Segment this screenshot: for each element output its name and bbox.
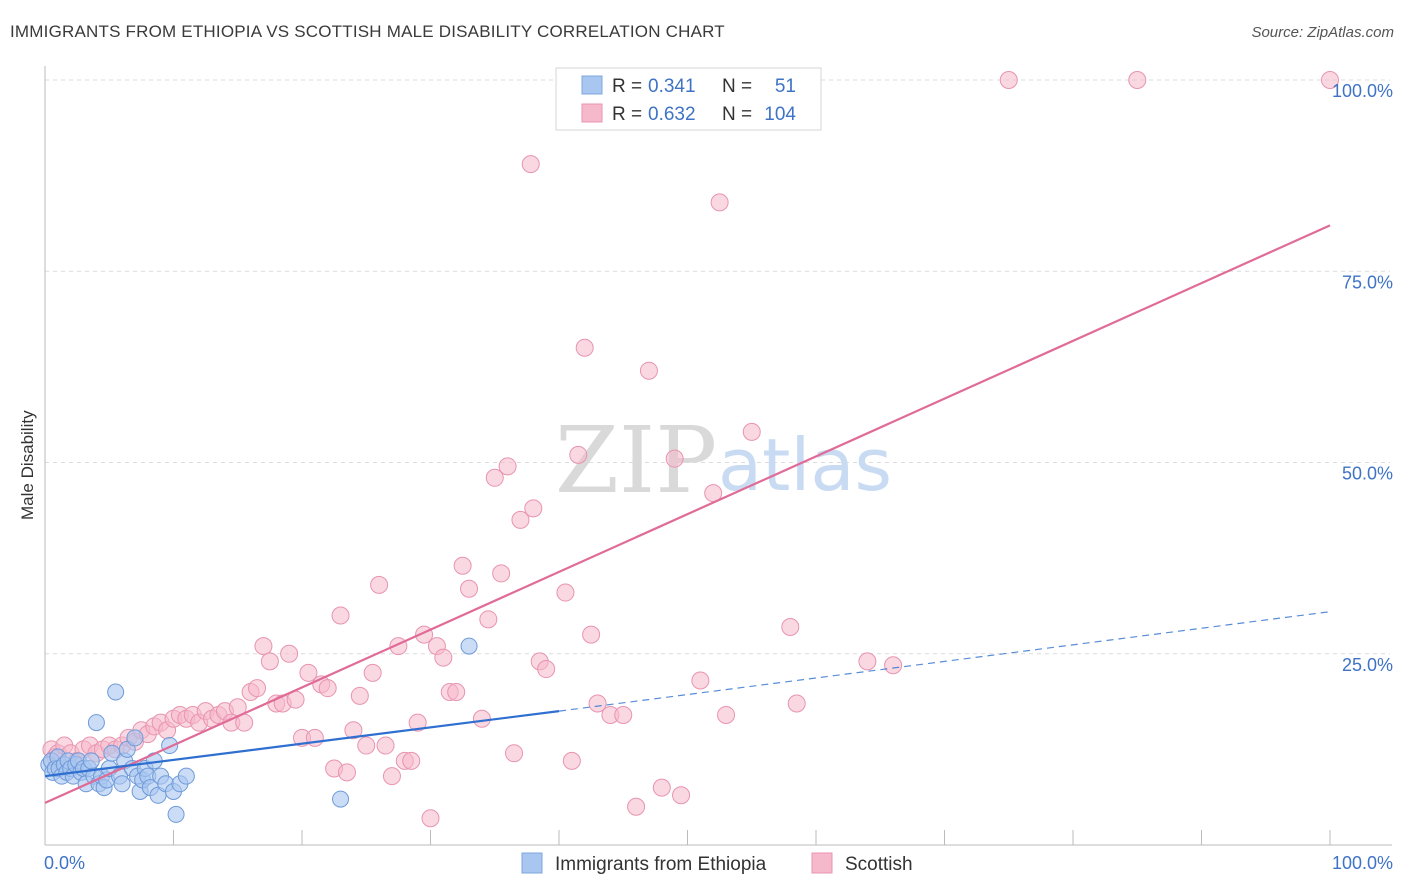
y-tick-label-0: 25.0% [1342,655,1393,675]
stats-swatch-scottish [581,103,603,123]
ethiopia-point [113,775,131,793]
x-tick-label-0: 0.0% [44,853,85,873]
scottish-point [434,648,453,667]
scottish-point [254,637,273,656]
scottish-point [344,721,363,740]
scottish-point [376,736,395,755]
ethiopia-point [82,752,100,770]
scottish-point [248,679,267,698]
scottish-point [614,705,633,724]
scottish-point [652,778,671,797]
source-label: Source: ZipAtlas.com [1251,24,1394,41]
scottish-point [402,751,421,770]
grid [45,79,1390,655]
scottish-point [999,71,1018,89]
ethiopia-point [126,729,144,747]
legend-swatch-scottish [811,852,833,874]
scottish-point [363,663,382,682]
scottish-point [627,797,646,816]
scottish-point [569,445,588,464]
x-tick-label-1: 100.0% [1332,853,1393,873]
scottish-point [453,556,472,575]
stats-n-value-2: 104 [764,104,796,125]
scottish-point [858,652,877,671]
stats-n-label-1: N = [722,76,752,97]
ethiopia-point [167,805,185,823]
scottish-point [717,705,736,724]
ethiopia-trend-line [44,710,560,778]
legend-swatch-ethiopia [521,852,543,874]
scottish-point [280,644,299,663]
scottish-point [665,449,684,468]
scottish-point [299,663,318,682]
scottish-point [421,809,440,828]
scottish-point [787,694,806,713]
scottish-point [447,683,466,701]
scottish-point [582,625,601,644]
scottish-point [588,694,607,713]
scottish-point [382,767,401,786]
y-tick-label-3: 100.0% [1332,81,1393,101]
scottish-point [260,652,279,671]
stats-r-label-1: R = [612,76,642,97]
stats-legend: R = 0.341 N = 51 R = 0.632 N = 104 [555,67,822,131]
tick-labels: 0.0% 100.0% 25.0% 50.0% 75.0% 100.0% [44,81,1393,873]
scottish-point [537,660,556,679]
scottish-point [521,155,540,174]
ethiopia-point [332,790,350,808]
scottish-point [357,736,376,755]
scottish-point [511,510,530,529]
ethiopia-points [40,637,478,823]
scottish-point [505,744,524,763]
series-legend: Immigrants from Ethiopia Scottish [521,852,913,875]
scottish-point [485,468,504,487]
scottish-point [408,713,427,732]
stats-r-value-1: 0.341 [648,76,696,97]
ethiopia-point [107,683,125,701]
scottish-point [672,786,691,805]
scottish-point [1321,71,1339,89]
chart-title: IMMIGRANTS FROM ETHIOPIA VS SCOTTISH MAL… [10,22,725,41]
scottish-point [472,709,491,728]
scottish-point [498,457,517,476]
y-tick-label-2: 75.0% [1342,272,1393,292]
stats-r-value-2: 0.632 [648,104,696,125]
stats-n-value-1: 51 [775,76,796,97]
legend-label-scottish: Scottish [845,854,913,875]
scottish-point [318,679,337,698]
scottish-point [884,656,903,675]
scottish-point [492,564,511,583]
scottish-point [710,193,729,212]
scottish-point [479,610,498,629]
ethiopia-point [177,767,195,785]
scottish-point [350,686,369,705]
y-tick-label-1: 50.0% [1342,464,1393,484]
scottish-point [1128,71,1147,89]
scottish-trend-line [44,224,1331,804]
scottish-point [575,338,594,357]
scottish-point [556,583,575,602]
trend-lines [44,224,1331,804]
legend-label-ethiopia: Immigrants from Ethiopia [555,854,767,875]
scottish-point [691,671,710,690]
stats-r-label-2: R = [612,104,642,125]
ethiopia-point [460,637,478,655]
scottish-point [562,751,581,770]
stats-n-label-2: N = [722,104,752,125]
scottish-point [331,606,350,625]
watermark: ZIP atlas [555,407,892,514]
ethiopia-point [87,714,105,732]
scottish-point [781,617,800,636]
scottish-point [337,763,356,782]
scottish-points [42,71,1339,828]
stats-swatch-ethiopia [581,75,603,95]
ethiopia-trend-extension [558,611,1331,712]
scottish-point [742,422,761,441]
axes [44,66,1392,846]
scottish-point [370,575,389,594]
scottish-point [524,499,543,518]
scottish-point [639,361,658,380]
scottish-point [460,579,479,598]
